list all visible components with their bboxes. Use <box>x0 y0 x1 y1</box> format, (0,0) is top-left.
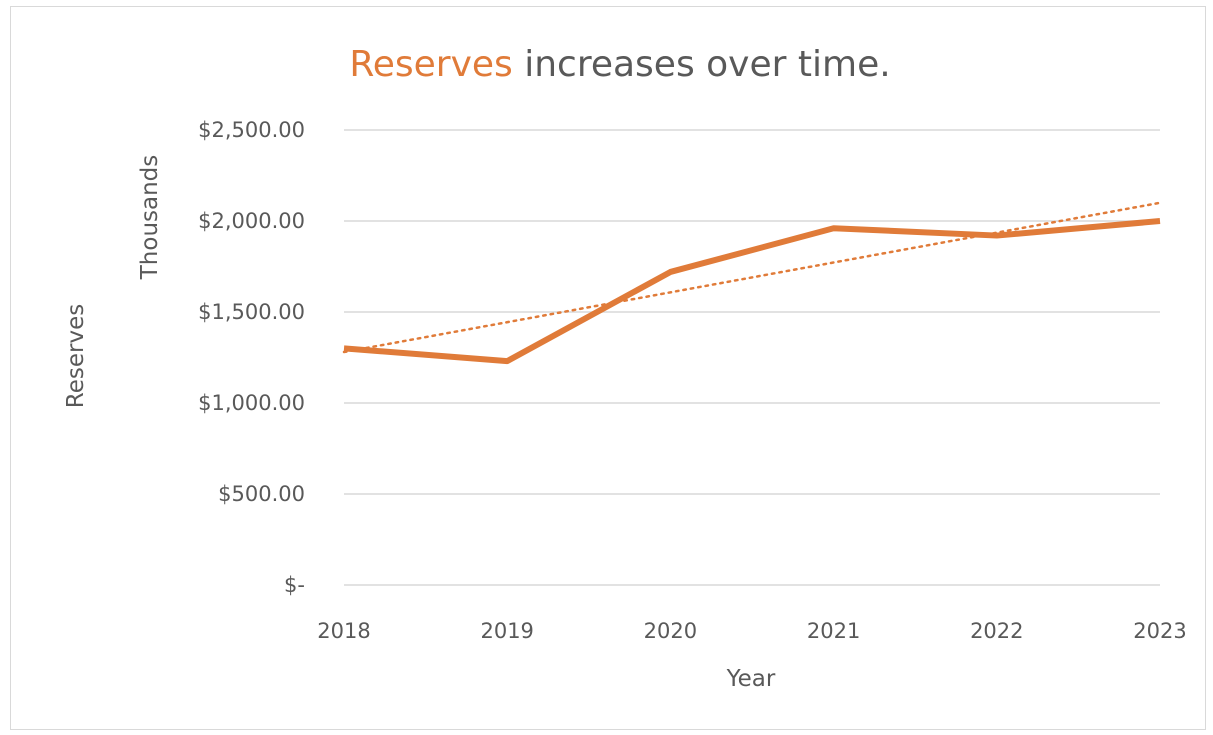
x-tick-label: 2023 <box>1133 619 1186 643</box>
x-tick-label: 2018 <box>317 619 370 643</box>
chart-title-rest: increases over time. <box>513 44 891 85</box>
gridlines <box>344 129 1160 586</box>
y-tick-label: $2,000.00 <box>198 209 305 233</box>
trendline-group <box>342 201 1162 354</box>
y-tick-label: $1,500.00 <box>198 300 305 324</box>
y-tick-label: $2,500.00 <box>198 118 305 142</box>
y-tick-label: $- <box>284 573 305 597</box>
series-line <box>343 218 1161 365</box>
x-tick-label: 2019 <box>480 619 533 643</box>
x-tick-label: 2022 <box>970 619 1023 643</box>
x-axis-title: Year <box>726 666 776 692</box>
x-tick-label: 2021 <box>807 619 860 643</box>
x-axis-tick-labels: 2018 2019 2020 2021 2022 2023 <box>317 619 1186 643</box>
y-axis-title: Reserves <box>63 304 89 408</box>
chart-title-highlight: Reserves <box>349 44 512 85</box>
x-tick-label: 2020 <box>644 619 697 643</box>
y-axis-display-units: Thousands <box>137 155 163 281</box>
chart-frame <box>10 6 1206 730</box>
y-axis-tick-labels: $- $500.00 $1,000.00 $1,500.00 $2,000.00 $2,5… <box>198 118 305 597</box>
chart-title: Reserves increases over time. <box>349 44 890 85</box>
series-group <box>343 218 1161 365</box>
y-tick-label: $500.00 <box>218 482 305 506</box>
y-tick-label: $1,000.00 <box>198 391 305 415</box>
trendline <box>342 201 1162 354</box>
